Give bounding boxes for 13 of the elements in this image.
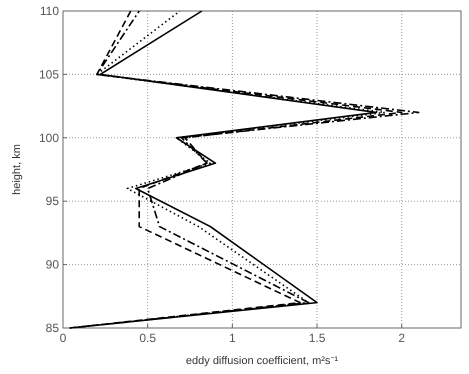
x-tick-label: 1.5 xyxy=(308,331,326,345)
x-tick-label: 1 xyxy=(229,331,236,345)
y-tick-label: 90 xyxy=(46,258,60,272)
y-tick-label: 110 xyxy=(40,4,60,18)
y-tick-label: 100 xyxy=(38,130,60,145)
x-tick-label: 0.5 xyxy=(139,331,156,345)
y-axis-title: height, km xyxy=(11,144,23,195)
x-axis-title: eddy diffusion coefficient, m²s⁻¹ xyxy=(186,355,338,367)
x-tick-label: 2 xyxy=(398,331,406,345)
y-tick-label: 105 xyxy=(38,67,60,82)
y-tick-label: 95 xyxy=(46,194,60,208)
x-tick-label: 0 xyxy=(60,331,67,345)
y-tick-label: 85 xyxy=(46,321,60,335)
